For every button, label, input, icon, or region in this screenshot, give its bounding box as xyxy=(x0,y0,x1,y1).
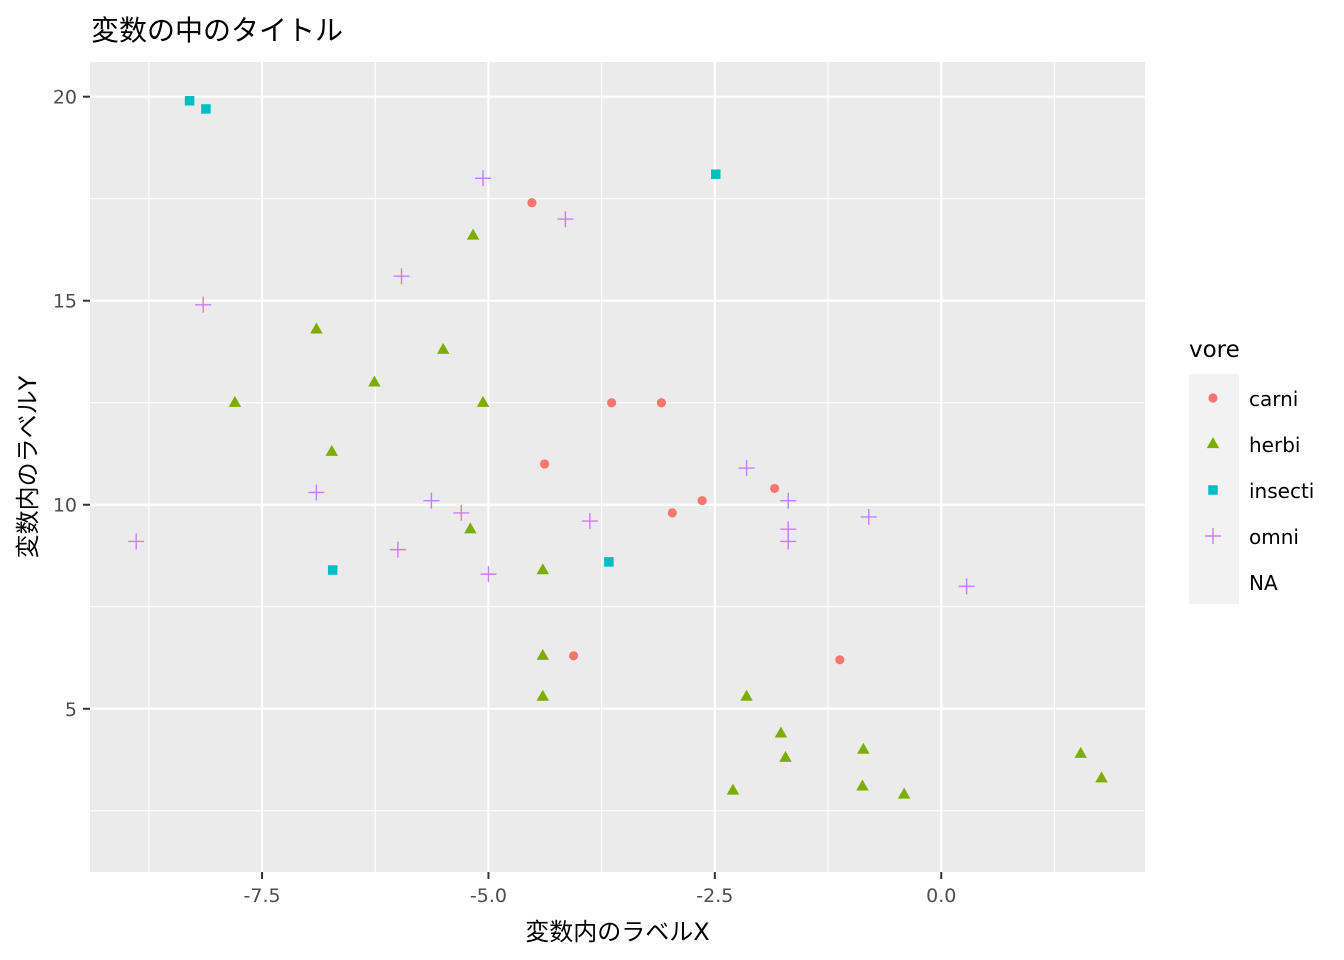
point-herbi xyxy=(536,563,550,575)
legend-label-insecti: insecti xyxy=(1249,479,1314,503)
point-herbi xyxy=(436,342,450,354)
major-gridlines xyxy=(90,62,1145,872)
point-herbi xyxy=(310,322,323,334)
point-carni xyxy=(607,398,617,408)
legend-label-omni: omni xyxy=(1249,525,1299,549)
x-tick-label: 0.0 xyxy=(926,885,956,907)
data-points xyxy=(128,96,1108,799)
x-axis-label: 変数内のラベルX xyxy=(525,918,709,946)
point-carni xyxy=(667,508,677,518)
legend-label-NA: NA xyxy=(1249,571,1278,595)
point-herbi xyxy=(464,522,477,534)
point-herbi xyxy=(476,395,490,407)
point-insecti xyxy=(184,96,195,106)
point-omni xyxy=(475,170,492,187)
plot-panel xyxy=(90,62,1145,872)
point-omni xyxy=(423,492,440,509)
legend-key-insecti xyxy=(1208,485,1218,495)
point-insecti xyxy=(711,169,721,179)
series-insecti xyxy=(184,96,721,575)
legend-key-herbi xyxy=(1206,437,1220,449)
series-omni xyxy=(128,170,975,595)
point-omni xyxy=(581,513,598,530)
point-herbi xyxy=(228,395,242,407)
x-tick-label: -7.5 xyxy=(244,885,281,907)
legend: vore carni herbi insecti omni NA xyxy=(1189,337,1314,604)
series-carni xyxy=(527,198,845,665)
point-herbi xyxy=(1095,771,1108,783)
point-herbi xyxy=(857,742,870,754)
y-axis: 5 10 15 20 xyxy=(53,87,90,721)
legend-label-herbi: herbi xyxy=(1249,433,1300,457)
point-omni xyxy=(780,492,797,509)
point-omni xyxy=(738,460,755,477)
x-tick-label: -5.0 xyxy=(470,885,507,907)
point-omni xyxy=(780,533,797,550)
y-tick-label: 5 xyxy=(65,699,77,721)
point-omni xyxy=(958,578,975,595)
point-carni xyxy=(656,398,667,408)
point-omni xyxy=(128,533,145,550)
point-herbi xyxy=(466,228,480,240)
point-herbi xyxy=(368,375,381,387)
point-herbi xyxy=(1074,746,1087,758)
point-carni xyxy=(568,651,579,661)
point-herbi xyxy=(856,779,869,791)
point-omni xyxy=(860,508,877,525)
point-omni xyxy=(480,566,497,583)
x-tick-label: -2.5 xyxy=(696,885,733,907)
point-omni xyxy=(195,296,212,313)
y-axis-label: 変数内のラベルY xyxy=(14,375,42,558)
legend-label-carni: carni xyxy=(1249,387,1298,411)
point-carni xyxy=(770,483,780,494)
point-herbi xyxy=(536,689,550,701)
y-tick-label: 20 xyxy=(53,87,77,109)
x-axis: -7.5 -5.0 -2.5 0.0 xyxy=(244,872,956,907)
point-omni xyxy=(389,541,406,558)
chart-title: 変数の中のタイトル xyxy=(91,14,343,47)
point-carni xyxy=(540,459,550,469)
point-omni xyxy=(453,504,470,521)
point-insecti xyxy=(327,565,338,575)
point-herbi xyxy=(325,444,339,456)
point-herbi xyxy=(726,783,740,795)
point-omni xyxy=(393,268,410,285)
point-herbi xyxy=(774,726,788,738)
point-omni xyxy=(308,484,325,501)
point-herbi xyxy=(779,750,792,762)
point-herbi xyxy=(536,648,550,660)
point-herbi xyxy=(897,787,911,799)
legend-title: vore xyxy=(1189,337,1240,363)
point-omni xyxy=(557,211,574,228)
point-carni xyxy=(835,655,845,665)
point-insecti xyxy=(201,104,211,114)
point-herbi xyxy=(740,689,753,701)
y-tick-label: 10 xyxy=(53,495,77,517)
point-carni xyxy=(527,198,537,208)
minor-gridlines xyxy=(90,62,1145,872)
y-tick-label: 15 xyxy=(53,291,77,313)
legend-key-omni xyxy=(1205,528,1221,544)
legend-key-carni xyxy=(1208,393,1218,403)
point-carni xyxy=(697,496,707,506)
series-herbi xyxy=(228,228,1108,799)
point-insecti xyxy=(604,557,614,567)
